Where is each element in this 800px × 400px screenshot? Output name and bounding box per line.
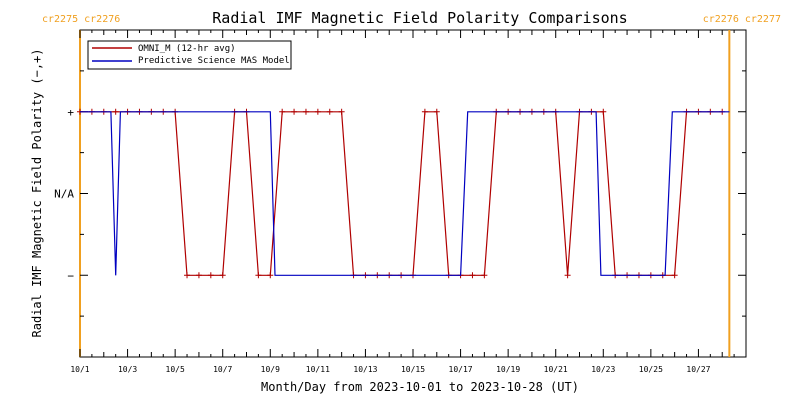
legend-box — [87, 40, 292, 70]
data-point — [207, 272, 214, 279]
data-point — [267, 272, 274, 279]
plot-area-frame — [79, 29, 747, 358]
x-tick-label: 10/15 — [401, 365, 425, 374]
x-tick-label: 10/9 — [261, 365, 280, 374]
data-point — [600, 108, 607, 115]
series-layer — [77, 108, 730, 279]
data-point — [219, 272, 226, 279]
x-tick-label: 10/23 — [591, 365, 615, 374]
y-tick-label: + — [67, 106, 74, 119]
data-point — [326, 108, 333, 115]
data-point — [671, 272, 678, 279]
data-point — [302, 108, 309, 115]
data-point — [338, 108, 345, 115]
data-point — [195, 272, 202, 279]
data-point — [279, 108, 286, 115]
data-point — [433, 108, 440, 115]
data-point — [564, 272, 571, 279]
x-tick-label: 10/25 — [639, 365, 663, 374]
x-tick-label: 10/5 — [166, 365, 185, 374]
legend-label-mas: Predictive Science MAS Model — [138, 56, 290, 66]
data-point — [112, 108, 119, 115]
data-point — [314, 108, 321, 115]
x-axis-label: Month/Day from 2023-10-01 to 2023-10-28 … — [261, 380, 579, 394]
x-tick-label: 10/3 — [118, 365, 137, 374]
data-point — [421, 108, 428, 115]
data-point — [255, 272, 262, 279]
y-axis-ticks: + N/A − — [54, 70, 746, 317]
x-tick-label: 10/11 — [306, 365, 330, 374]
data-point — [481, 272, 488, 279]
data-point — [469, 272, 476, 279]
y-tick-label: N/A — [54, 188, 74, 201]
chart-title: Radial IMF Magnetic Field Polarity Compa… — [212, 9, 627, 27]
data-point — [184, 272, 191, 279]
x-axis-ticks: 10/1 10/3 10/5 10/7 10/9 10/11 10/13 10/15 10/17… — [70, 30, 747, 374]
legend-label-omni: OMNI_M (12-hr avg) — [138, 44, 236, 54]
carrington-label-left: cr2275 cr2276 — [42, 14, 120, 25]
x-tick-label: 10/17 — [449, 365, 473, 374]
x-tick-label: 10/7 — [213, 365, 232, 374]
x-tick-label: 10/27 — [686, 365, 710, 374]
data-point — [291, 108, 298, 115]
carrington-lines — [79, 30, 731, 357]
x-tick-label: 10/19 — [496, 365, 520, 374]
legend: OMNI_M (12-hr avg) Predictive Science MA… — [87, 40, 292, 70]
carrington-label-right: cr2276 cr2277 — [703, 14, 781, 25]
y-axis-label: Radial IMF Magnetic Field Polarity (−,+) — [30, 49, 44, 338]
series-line-0 — [80, 111, 723, 276]
y-tick-label: − — [67, 269, 74, 282]
x-tick-label: 10/1 — [70, 365, 89, 374]
x-tick-label: 10/13 — [353, 365, 377, 374]
x-tick-label: 10/21 — [544, 365, 568, 374]
series-line-1 — [80, 111, 730, 276]
